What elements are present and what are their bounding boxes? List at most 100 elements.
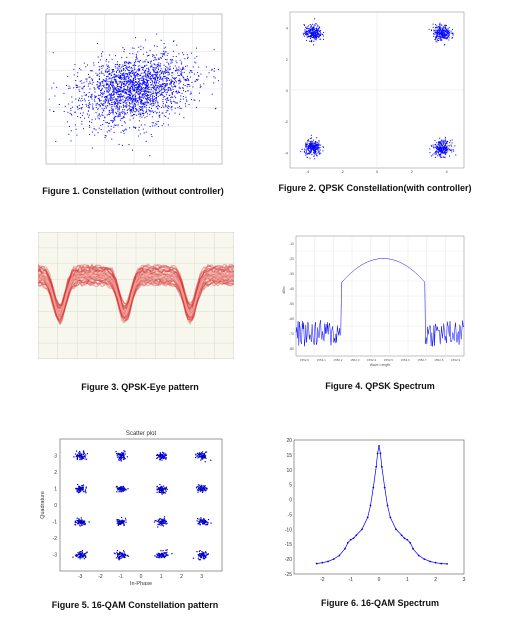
symbol-point (206, 522, 208, 524)
data-point (139, 116, 141, 118)
symbol-point (127, 488, 129, 490)
data-point (85, 66, 87, 68)
data-point (95, 103, 97, 105)
symbol-point (75, 488, 77, 490)
data-point (162, 95, 164, 97)
data-point (175, 77, 177, 79)
data-point (95, 97, 97, 99)
data-point (127, 74, 129, 76)
symbol-point (79, 450, 81, 453)
data-point (166, 61, 168, 63)
data-point (110, 125, 112, 127)
figure-1-constellation-panel (36, 8, 226, 173)
data-point (167, 117, 169, 119)
data-point (198, 92, 200, 94)
cluster-point (317, 151, 319, 153)
data-point (145, 82, 147, 84)
data-point (106, 99, 108, 101)
data-point (122, 83, 124, 85)
data-point (79, 86, 81, 88)
data-point (152, 100, 154, 102)
data-point (136, 69, 138, 71)
data-point (113, 94, 115, 96)
data-point (146, 115, 148, 117)
data-point (146, 64, 148, 66)
cluster-point (439, 151, 441, 153)
cluster-point (309, 151, 311, 153)
data-point (109, 130, 111, 132)
data-point (100, 94, 102, 96)
data-point (118, 77, 120, 79)
symbol-point (75, 521, 77, 523)
data-point (148, 106, 150, 108)
data-point (133, 85, 135, 87)
data-point (170, 82, 172, 84)
data-point (157, 71, 159, 73)
cluster-point (312, 148, 314, 150)
cluster-point (307, 152, 309, 154)
symbol-point (123, 521, 125, 524)
data-point (147, 75, 149, 77)
cluster-point (439, 154, 441, 156)
symbol-point (84, 489, 87, 491)
data-point (146, 79, 148, 81)
symbol-point (156, 485, 158, 487)
data-point (134, 86, 136, 88)
symbol-point (72, 556, 74, 558)
data-point (134, 89, 136, 91)
cluster-point (315, 34, 317, 36)
symbol-point (116, 522, 118, 525)
cluster-point (311, 147, 313, 149)
symbol-point (205, 521, 207, 523)
cluster-point (309, 148, 311, 150)
symbol-point (122, 490, 124, 492)
symbol-point (203, 551, 205, 554)
data-point (110, 74, 112, 76)
symbol-point (156, 457, 158, 460)
data-point (214, 77, 216, 79)
data-point (93, 64, 95, 66)
cluster-point (438, 39, 440, 41)
data-point (174, 65, 176, 67)
symbol-point (197, 491, 199, 493)
data-point (141, 87, 143, 89)
data-point (111, 92, 113, 94)
cluster-point (437, 26, 439, 28)
symbol-point (192, 557, 195, 559)
data-point (157, 77, 159, 79)
symbol-point (194, 456, 197, 459)
symbol-point (81, 556, 83, 558)
data-point (143, 83, 145, 85)
data-point (116, 98, 118, 100)
data-point (106, 66, 108, 68)
symbol-point (75, 487, 77, 489)
cluster-point (433, 146, 435, 148)
symbol-point (78, 487, 81, 489)
data-point (123, 81, 125, 83)
data-point (157, 121, 159, 123)
data-point (155, 88, 157, 90)
data-point (163, 88, 165, 90)
data-point (121, 96, 123, 98)
data-point (142, 102, 144, 104)
cluster-point (314, 32, 316, 34)
data-point (118, 114, 120, 116)
symbol-point (158, 456, 160, 458)
data-point (119, 77, 121, 79)
symbol-point (197, 487, 199, 490)
data-point (81, 82, 83, 84)
data-point (151, 82, 153, 84)
data-point (152, 55, 154, 57)
symbol-point (163, 555, 165, 557)
cluster-point (439, 23, 441, 25)
cluster-point (435, 153, 437, 155)
data-point (198, 100, 200, 102)
data-point (88, 76, 90, 78)
data-point (165, 82, 167, 84)
cluster-point (444, 141, 446, 143)
data-point (97, 98, 99, 100)
data-point (152, 77, 154, 79)
cluster-point (315, 31, 317, 33)
cluster-point (322, 146, 324, 148)
data-point (171, 106, 173, 108)
